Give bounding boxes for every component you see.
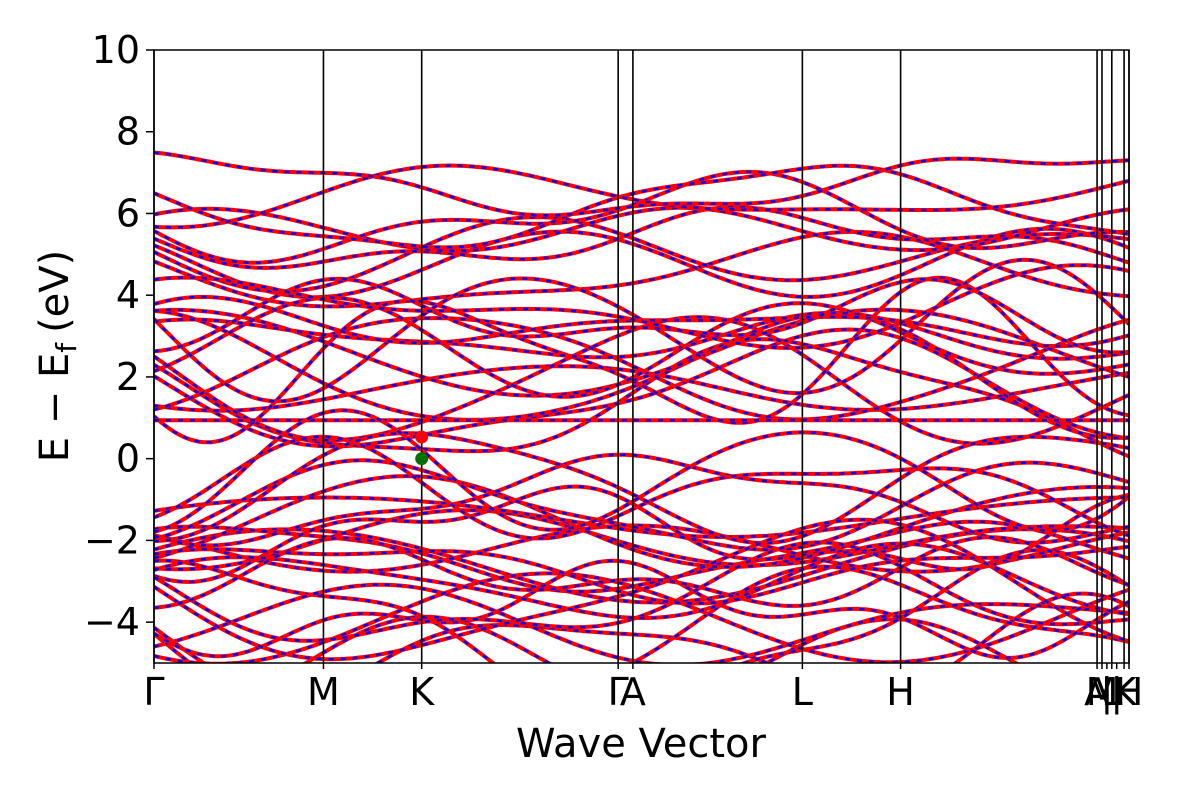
- band-line-dashed: [154, 524, 1129, 573]
- x-tick-label: L: [792, 670, 813, 714]
- band-line-dashed: [154, 520, 1129, 593]
- y-tick-label: 2: [116, 355, 140, 399]
- band-line-dashed: [154, 545, 1129, 605]
- band-line-dashed: [154, 151, 1129, 217]
- band-line-solid: [154, 307, 1129, 398]
- y-tick-label: 8: [116, 110, 140, 154]
- band-line-solid: [154, 558, 1129, 660]
- band-line-dashed: [154, 435, 1129, 540]
- band-line-dashed: [154, 316, 1129, 421]
- band-line-dashed: [154, 508, 1129, 571]
- x-tick-label: A: [1084, 670, 1110, 714]
- band-line-dashed: [154, 258, 1129, 403]
- band-line-solid: [154, 452, 1129, 548]
- band-line-dashed: [154, 276, 1129, 444]
- band-edge-markers: [415, 430, 429, 466]
- band-line-dashed: [154, 459, 1129, 551]
- band-line-dashed: [154, 536, 1129, 610]
- x-tick-label: M: [1086, 670, 1119, 714]
- x-tick-label: A: [620, 670, 646, 714]
- x-tick-label: K: [409, 670, 435, 714]
- band-line-solid: [154, 204, 1129, 270]
- band-line-dashed: [154, 205, 1129, 270]
- band-line-solid: [154, 564, 1129, 663]
- band-line-dashed: [154, 431, 1129, 545]
- band-line-solid: [154, 517, 1129, 662]
- x-tick-label: H: [1115, 670, 1144, 714]
- y-tick-label: 10: [92, 28, 140, 72]
- x-axis-title: Wave Vector: [516, 721, 767, 767]
- plot-frame: [153, 49, 1130, 664]
- band-edge-marker: [415, 452, 429, 466]
- y-axis-title-subscript: f: [50, 342, 83, 353]
- band-line-solid: [154, 169, 1129, 265]
- band-line-dashed: [154, 364, 1129, 412]
- y-ticks: −4 −2 0 2 4 6 8 10: [84, 28, 154, 644]
- band-line-dashed: [154, 548, 1129, 663]
- band-line-solid: [154, 276, 1129, 355]
- band-line-dashed: [154, 542, 1129, 620]
- band-line-solid: [154, 484, 1129, 584]
- y-tick-label: 0: [116, 437, 140, 481]
- x-ticks: Γ M K ΓA L H AM|LK|H: [143, 663, 1143, 715]
- x-tick-label: |: [1100, 670, 1113, 715]
- y-tick-label: −4: [84, 600, 140, 644]
- y-axis-title-unit: (eV): [32, 250, 78, 333]
- band-line-dashed: [154, 164, 1129, 229]
- y-tick-label: −2: [84, 518, 140, 562]
- band-line-dashed: [154, 164, 1129, 249]
- x-tick-label: Γ: [608, 670, 629, 714]
- y-axis-title: E − Ef (eV): [32, 250, 83, 463]
- band-lines: [154, 150, 1129, 663]
- band-line-dashed: [303, 615, 1019, 663]
- y-tick-label: 4: [116, 273, 140, 317]
- band-line-dashed: [154, 518, 1129, 661]
- x-tick-label: Γ: [143, 670, 164, 714]
- x-tick-label: L: [1101, 670, 1122, 714]
- band-line-dashed: [154, 496, 1129, 539]
- x-tick-label: |: [1110, 670, 1123, 715]
- band-line-dashed: [154, 215, 1129, 293]
- band-line-dashed: [154, 170, 1129, 264]
- x-tick-label: H: [886, 670, 915, 714]
- band-line-dashed: [154, 409, 1129, 534]
- band-line-dashed: [154, 296, 1129, 399]
- band-edge-marker: [415, 430, 429, 444]
- band-line-dashed: [154, 592, 1129, 663]
- band-line-solid: [154, 310, 1129, 361]
- band-line-dashed: [154, 337, 1129, 458]
- x-tick-label: M: [307, 670, 340, 714]
- band-line-dashed: [154, 230, 1129, 308]
- band-line-dashed: [154, 583, 1129, 663]
- band-line-dashed: [154, 263, 1129, 350]
- y-axis-title-main: E − E: [32, 353, 78, 463]
- y-tick-label: 6: [116, 191, 140, 235]
- x-tick-label: K: [1112, 670, 1138, 714]
- band-line-solid: [154, 163, 1129, 230]
- band-line-dashed: [154, 309, 1129, 440]
